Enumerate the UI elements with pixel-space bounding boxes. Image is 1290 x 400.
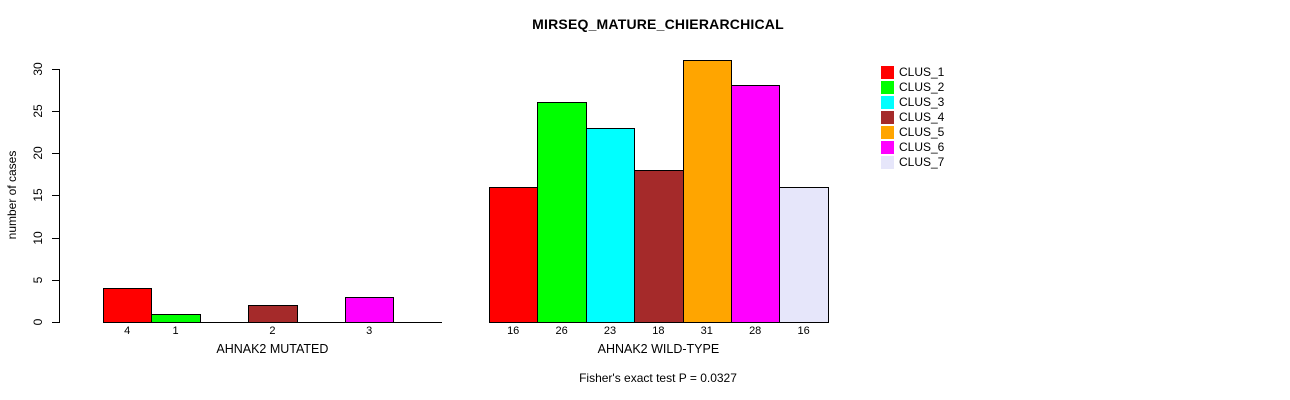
y-axis-tick [52, 153, 59, 154]
legend-label: CLUS_5 [899, 125, 945, 139]
legend-item: CLUS_5 [881, 126, 944, 139]
annotation-fisher-test: Fisher's exact test P = 0.0327 [579, 371, 737, 385]
y-axis-tick [52, 322, 59, 323]
legend-label: CLUS_4 [899, 110, 945, 124]
legend-swatch-icon [881, 66, 894, 79]
y-axis-tick [52, 195, 59, 197]
y-axis-tick [52, 279, 59, 281]
bar-clus_7 [779, 186, 829, 323]
legend-swatch-icon [881, 126, 894, 139]
x-axis-group-label: AHNAK2 MUTATED [216, 342, 329, 356]
bar-value-label: 1 [172, 325, 179, 337]
y-axis-tick [52, 237, 59, 239]
bar-value-label: 4 [124, 325, 131, 337]
legend-item: CLUS_2 [881, 81, 944, 94]
bar-clus_4 [248, 305, 298, 323]
chart-title: MIRSEQ_MATURE_CHIERARCHICAL [532, 16, 784, 32]
legend-label: CLUS_6 [899, 140, 945, 154]
y-axis-tick-label: 0 [31, 318, 45, 326]
legend-label: CLUS_7 [899, 155, 945, 169]
bar-value-label: 31 [700, 325, 713, 337]
legend-swatch-icon [881, 111, 894, 124]
y-axis-tick [52, 110, 59, 112]
bar-clus_1 [489, 186, 539, 323]
bar-clus_4 [634, 169, 684, 323]
bar-clus_2 [537, 102, 587, 323]
bar-clus_6 [345, 296, 395, 323]
y-axis-tick-label: 25 [31, 104, 45, 118]
y-axis-tick [52, 68, 59, 70]
bar-value-label: 28 [749, 325, 762, 337]
bar-value-label: 18 [652, 325, 665, 337]
legend-swatch-icon [881, 81, 894, 94]
legend-label: CLUS_1 [899, 65, 945, 79]
bar-clus_3 [585, 127, 636, 323]
legend-item: CLUS_4 [881, 111, 944, 124]
legend-item: CLUS_6 [881, 141, 944, 154]
y-axis-line [59, 68, 60, 323]
y-axis-tick-label: 20 [31, 146, 45, 160]
legend-swatch-icon [881, 156, 894, 169]
bar-clus_5 [682, 60, 732, 323]
bar-value-label: 23 [603, 325, 617, 337]
y-axis-tick-label: 5 [31, 276, 45, 284]
legend-swatch-icon [881, 141, 894, 154]
bar-value-label: 16 [797, 325, 810, 337]
bar-clus_1 [103, 288, 153, 323]
y-axis-tick-label: 10 [31, 230, 45, 245]
bar-value-label: 26 [555, 325, 568, 337]
bar-value-label: 3 [366, 325, 373, 337]
legend-item: CLUS_7 [881, 156, 944, 169]
legend-label: CLUS_2 [899, 80, 945, 94]
y-axis-tick-label: 30 [31, 61, 45, 76]
bar-clus_2 [151, 313, 201, 323]
x-axis-group-label: AHNAK2 WILD-TYPE [597, 342, 720, 356]
y-axis-tick-label: 15 [31, 188, 45, 202]
bar-value-label: 16 [507, 325, 520, 337]
bar-clus_6 [731, 85, 781, 323]
legend-item: CLUS_3 [881, 96, 944, 109]
bar-value-label: 2 [269, 325, 276, 337]
legend-swatch-icon [881, 96, 894, 109]
legend-item: CLUS_1 [881, 66, 944, 79]
legend-label: CLUS_3 [899, 95, 945, 109]
